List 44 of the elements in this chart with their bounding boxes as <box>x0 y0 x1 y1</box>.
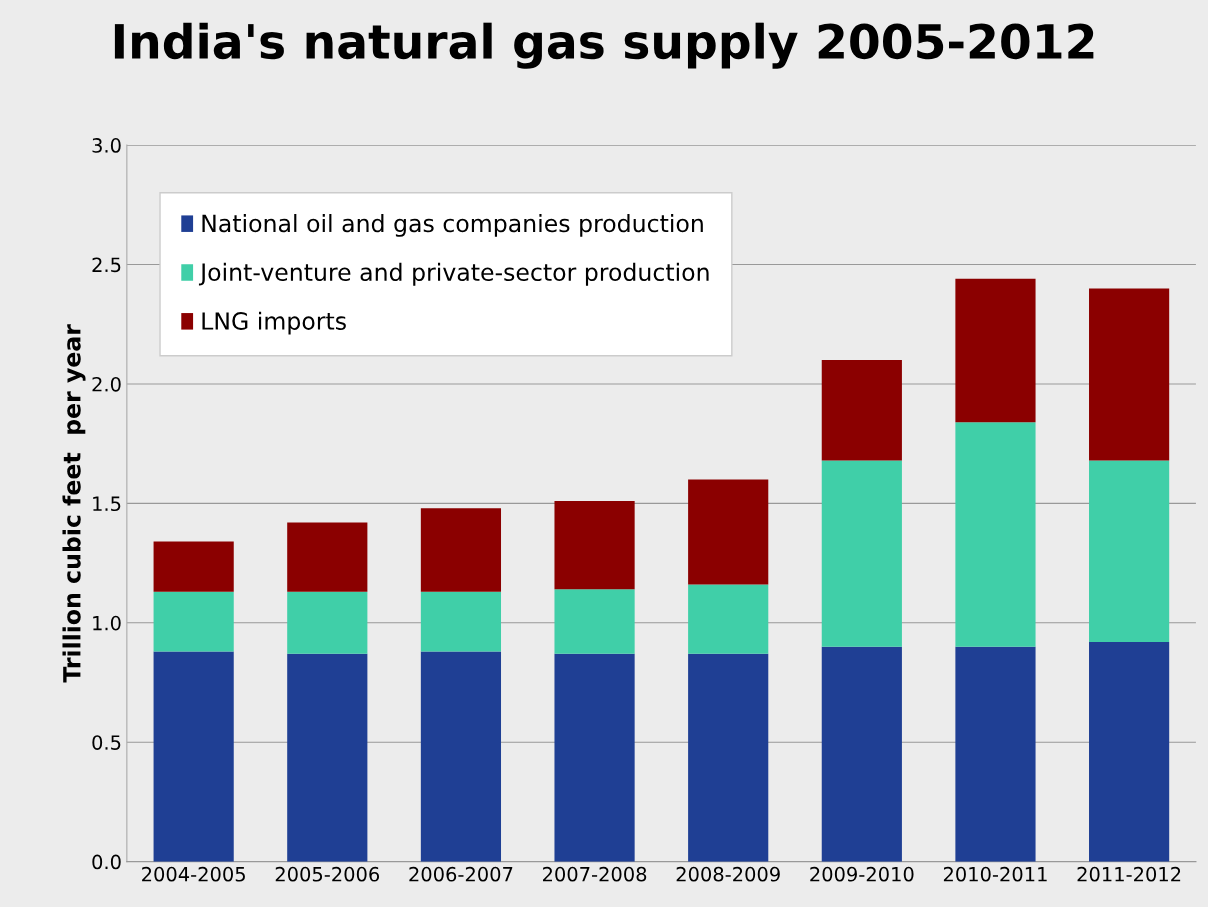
bar <box>1089 460 1170 642</box>
x-tick-label: 2005-2006 <box>275 866 380 882</box>
bar <box>955 278 1036 423</box>
bar <box>153 541 234 592</box>
legend-label: Joint-venture and private-sector production <box>198 262 709 286</box>
x-tick-label: 2008-2009 <box>676 866 780 882</box>
y-tick-label: 0.0 <box>92 854 121 870</box>
chart-title: India's natural gas supply 2005-2012 <box>114 22 1094 69</box>
y-tick-label: 1.5 <box>93 496 121 512</box>
y-axis-title: Trillion cubic feet per year <box>62 324 86 683</box>
bar <box>287 591 368 654</box>
bar <box>153 591 234 652</box>
bar <box>287 522 368 592</box>
bar <box>821 646 902 862</box>
bar <box>955 646 1036 862</box>
bar <box>554 501 635 590</box>
legend-label: National oil and gas companies production <box>202 214 703 237</box>
x-tick-label: 2006-2007 <box>409 866 513 882</box>
y-tick-label: 2.5 <box>92 257 121 273</box>
x-tick-label: 2009-2010 <box>810 866 914 882</box>
bar <box>420 651 502 862</box>
x-tick-label: 2010-2011 <box>943 866 1047 882</box>
bar <box>420 591 502 652</box>
y-tick-label: 2.0 <box>92 376 121 392</box>
bar <box>420 508 502 592</box>
bar <box>955 422 1036 647</box>
y-tick-label: 1.0 <box>93 615 121 631</box>
x-tick-label: 2007-2008 <box>542 866 647 882</box>
bar <box>688 653 769 862</box>
bar <box>1089 288 1170 461</box>
bar <box>1089 641 1170 862</box>
bar <box>821 460 902 647</box>
x-tick-label: 2011-2012 <box>1077 866 1181 882</box>
bar <box>287 653 368 862</box>
bar <box>153 651 234 862</box>
bar <box>821 360 902 461</box>
bar <box>688 479 769 585</box>
y-tick-label: 0.5 <box>92 735 121 750</box>
bar <box>554 653 635 862</box>
bar <box>554 589 635 654</box>
legend-label: LNG imports <box>202 311 346 335</box>
x-tick-label: 2004-2005 <box>142 866 245 882</box>
bar <box>688 584 769 654</box>
y-tick-label: 3.0 <box>92 138 121 153</box>
